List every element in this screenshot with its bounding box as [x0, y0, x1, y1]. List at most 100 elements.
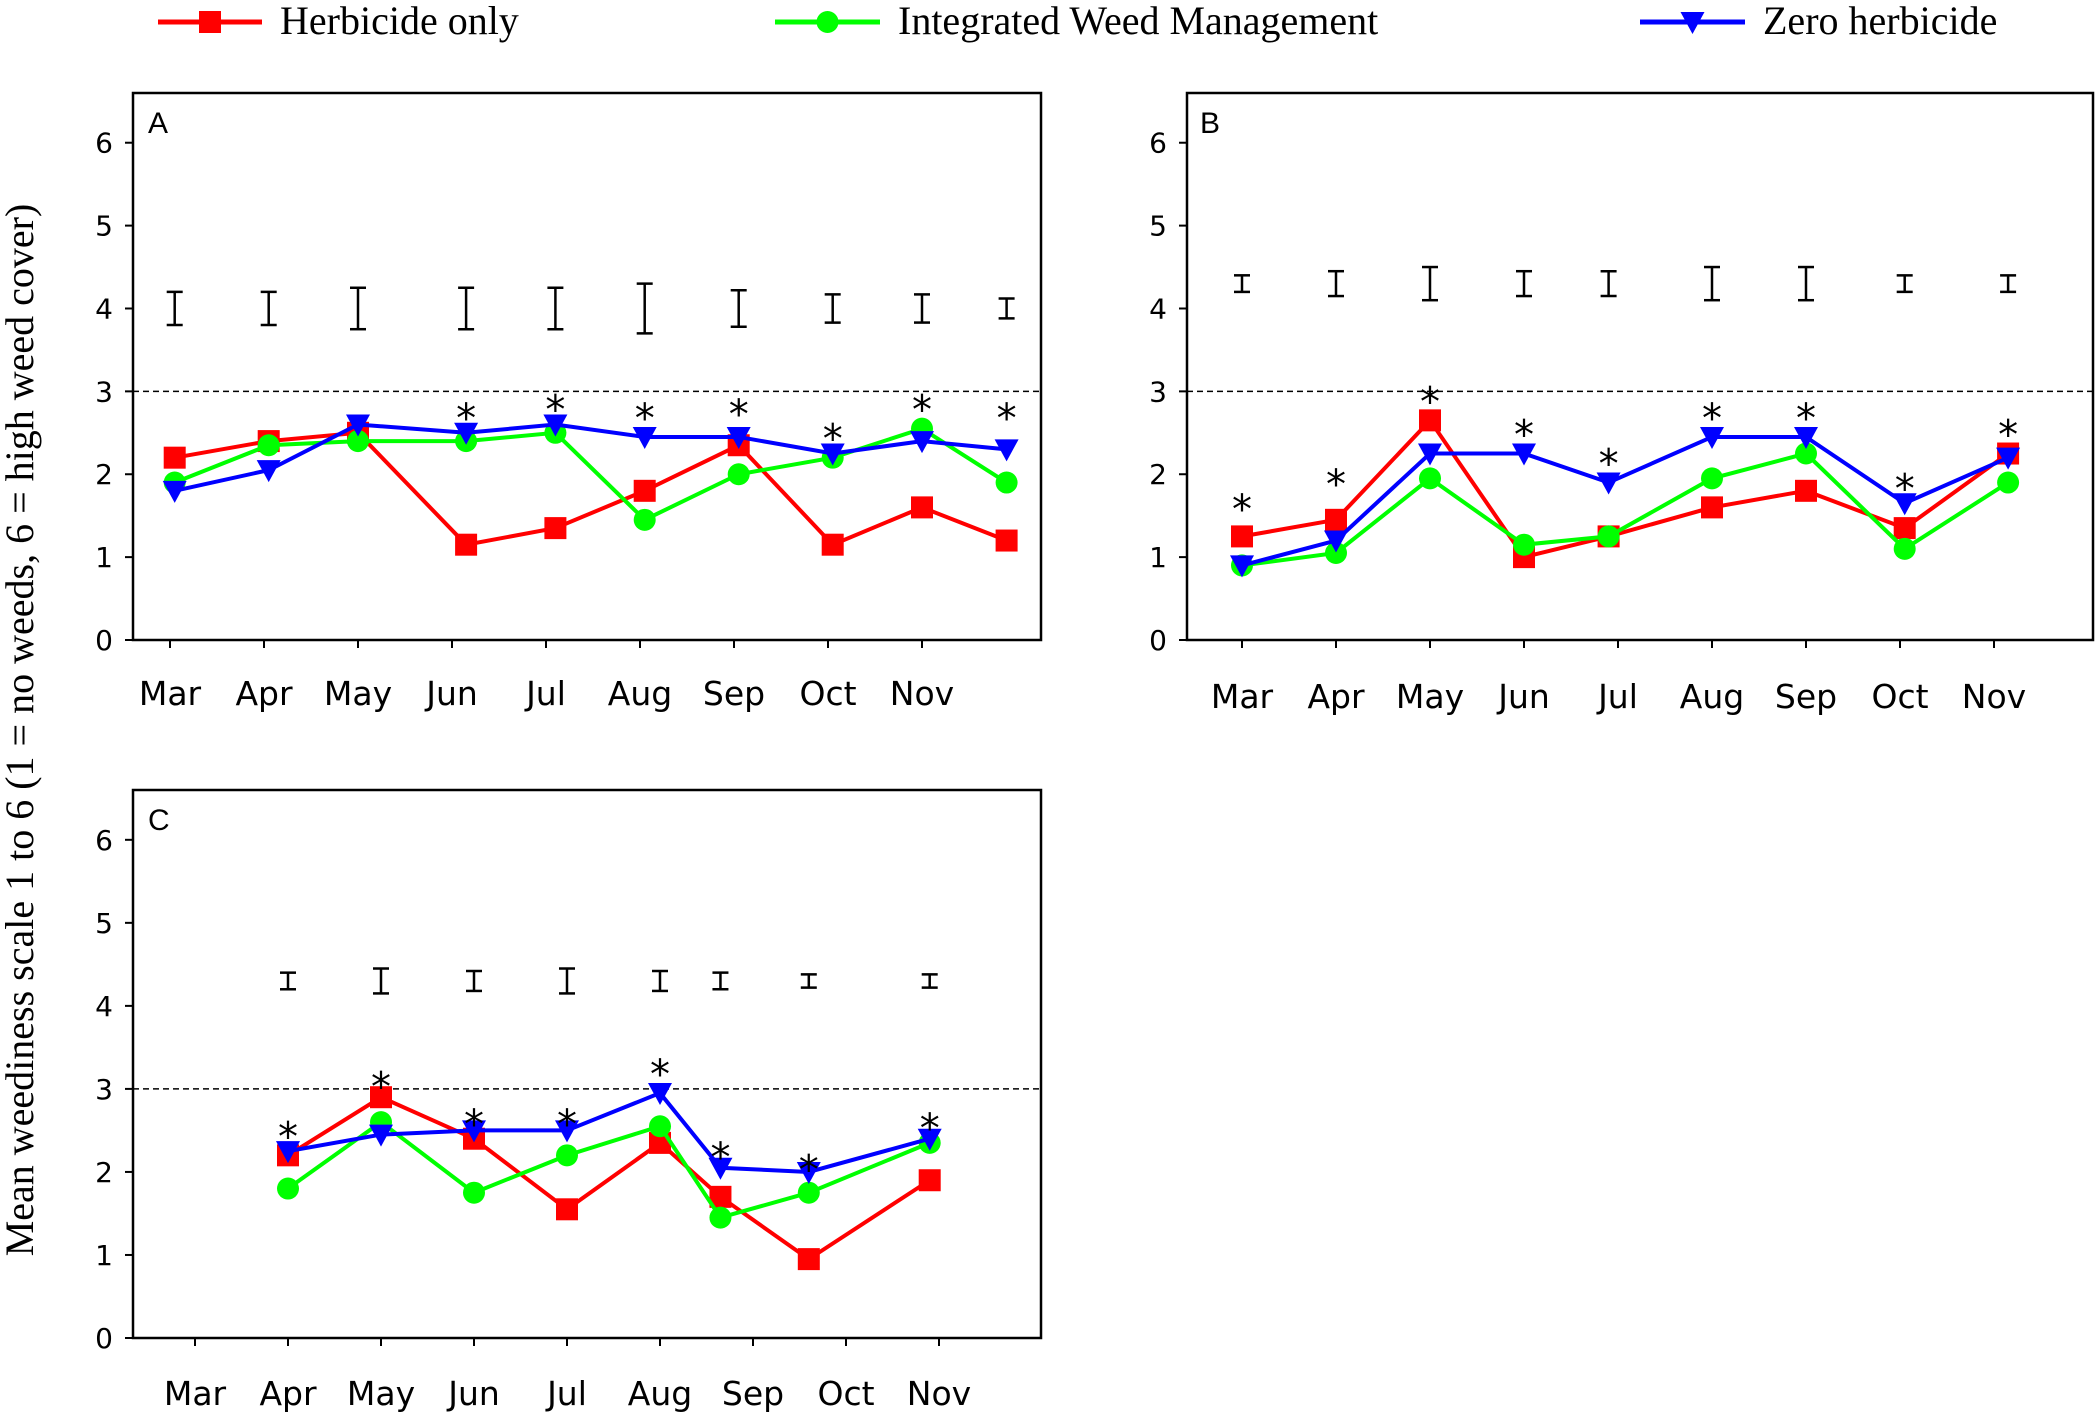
series-line: [173, 426, 1008, 523]
data-point: [1230, 555, 1254, 578]
data-point: [1701, 467, 1723, 490]
error-bar: [712, 971, 729, 991]
x-tick-label: Apr: [235, 674, 293, 713]
data-point: [256, 460, 281, 483]
data-point: [1419, 409, 1441, 432]
significance-star: *: [710, 1135, 730, 1181]
error-bar: [1422, 265, 1438, 302]
error-bar: [373, 967, 389, 995]
data-point: [910, 431, 934, 454]
data-point: [1418, 443, 1442, 466]
legend-label: Herbicide only: [280, 0, 519, 43]
data-point: [708, 1157, 733, 1180]
data-point: [1701, 496, 1723, 519]
x-tick-label: Jun: [1496, 677, 1550, 716]
x-tick-label: Aug: [608, 674, 672, 713]
data-point: [1325, 541, 1347, 564]
legend-item: Herbicide only: [158, 0, 519, 43]
data-point: [633, 479, 656, 502]
data-point: [1997, 471, 2020, 494]
data-point: [162, 480, 187, 503]
data-point: [544, 517, 567, 540]
legend: Herbicide only Integrated Weed Management…: [158, 0, 1997, 43]
y-tick-label: 0: [95, 1322, 113, 1355]
y-tick-label: 2: [1149, 458, 1167, 491]
error-bar: [1798, 265, 1814, 302]
panel-letter: C: [148, 804, 170, 837]
significance-star: *: [799, 1147, 819, 1193]
error-bar: [824, 293, 841, 324]
data-point: [1893, 537, 1916, 560]
error-bar: [1600, 269, 1617, 298]
error-bar: [547, 286, 564, 331]
x-tick-label: Mar: [139, 674, 202, 713]
error-bar: [1234, 274, 1250, 294]
data-point: [995, 529, 1018, 552]
y-tick-label: 2: [95, 1156, 113, 1189]
error-bar: [652, 969, 668, 993]
error-bar: [1896, 274, 1913, 294]
x-tick-label: Mar: [1211, 677, 1274, 716]
y-tick-label: 3: [1149, 375, 1167, 408]
error-bar: [350, 286, 366, 331]
panel-c: C 0 1 2 3 4 5 6 Mar Apr May Jun Jul Aug Sep Oct Nov * * * * *…: [95, 788, 1043, 1413]
data-point: [454, 422, 479, 445]
y-tick-label: 6: [95, 127, 113, 160]
data-point: [994, 439, 1019, 462]
y-tick-label: 4: [1149, 292, 1167, 325]
series-line: [1241, 434, 2009, 568]
significance-star: *: [456, 396, 476, 442]
error-bar: [1516, 269, 1532, 298]
significance-star: *: [278, 1114, 298, 1160]
significance-star: *: [1420, 379, 1440, 425]
significance-star: *: [557, 1102, 577, 1148]
x-tick-label: Jun: [446, 1374, 500, 1413]
plot-frame: [1185, 91, 2095, 642]
x-tick-label: Oct: [817, 1374, 874, 1413]
data-point: [1892, 493, 1917, 516]
legend-item: Zero herbicide: [1640, 0, 1997, 43]
data-point: [995, 471, 1018, 494]
series-iwm: [163, 417, 1018, 531]
error-bar: [800, 973, 817, 989]
x-tick-label: May: [347, 1374, 415, 1413]
significance-star: *: [1514, 413, 1534, 459]
data-point: [277, 1177, 299, 1200]
error-bar: [166, 290, 183, 327]
y-tick-label: 6: [95, 824, 113, 857]
series-line: [1241, 451, 2010, 568]
significance-star: *: [1232, 487, 1252, 533]
plot-frame: [131, 788, 1043, 1340]
error-bar: [1328, 269, 1344, 298]
x-tick-label: Nov: [1962, 677, 2026, 716]
legend-label: Integrated Weed Management: [898, 0, 1378, 43]
x-tick-label: Aug: [1680, 677, 1744, 716]
y-tick-label: 6: [1149, 127, 1167, 160]
y-tick-label: 4: [95, 292, 113, 325]
error-bar: [466, 969, 482, 993]
y-tick-label: 5: [95, 907, 113, 940]
series-line: [286, 1094, 931, 1262]
x-tick-label: Jul: [524, 674, 566, 713]
x-tick-label: Nov: [907, 1374, 971, 1413]
x-tick-label: Sep: [703, 674, 765, 713]
data-point: [163, 446, 186, 469]
x-tick-label: Aug: [628, 1374, 692, 1413]
y-tick-label: 0: [95, 624, 113, 657]
x-tick-label: Oct: [1871, 677, 1928, 716]
data-point: [1513, 533, 1535, 556]
x-tick-label: Jul: [545, 1374, 587, 1413]
data-point: [346, 414, 370, 437]
data-point: [709, 1206, 732, 1229]
error-bar: [559, 967, 575, 995]
data-point: [632, 426, 657, 449]
significance-star: *: [635, 396, 655, 442]
data-point: [917, 1128, 942, 1151]
data-point: [1597, 525, 1620, 548]
y-tick-label: 3: [95, 375, 113, 408]
data-point: [463, 1181, 485, 1204]
data-point: [462, 1120, 486, 1143]
panel-letter: A: [148, 107, 168, 140]
data-point: [1512, 443, 1536, 466]
error-bar: [458, 286, 475, 331]
